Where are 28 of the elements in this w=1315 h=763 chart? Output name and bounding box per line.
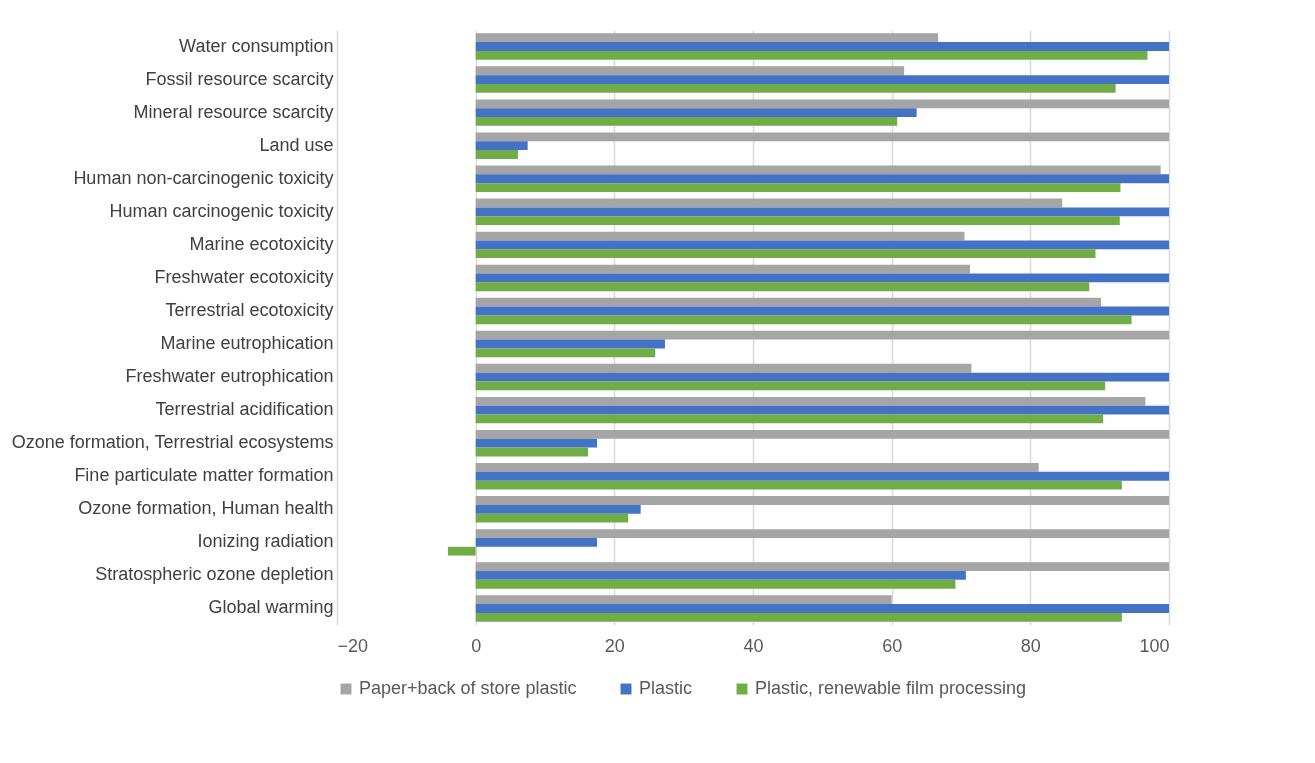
y-tick-label: Mineral resource scarcity (133, 101, 334, 122)
x-tick-label: 0 (471, 635, 482, 656)
legend-label: Plastic (639, 678, 693, 698)
y-tick-label: Water consumption (179, 35, 334, 56)
y-tick-label: Fossil resource scarcity (145, 68, 334, 89)
legend-label: Paper+back of store plastic (359, 678, 577, 698)
x-tick-label: 40 (743, 635, 764, 656)
y-tick-label: Ionizing radiation (197, 531, 334, 552)
y-tick-label: Terrestrial acidification (155, 399, 334, 420)
y-tick-label: Stratospheric ozone depletion (95, 564, 334, 585)
legend-label: Plastic, renewable film processing (755, 678, 1027, 698)
x-tick-label: 60 (882, 635, 903, 656)
y-tick-label: Marine ecotoxicity (189, 233, 334, 254)
y-tick-label: Marine eutrophication (160, 333, 334, 354)
y-tick-label: Freshwater ecotoxicity (154, 266, 334, 287)
y-tick-label: Global warming (208, 597, 334, 618)
x-tick-label: 100 (1139, 635, 1170, 656)
y-tick-label: Ozone formation, Terrestrial ecosystems (11, 432, 334, 453)
y-tick-label: Human non-carcinogenic toxicity (73, 167, 334, 188)
y-tick-label: Ozone formation, Human health (78, 498, 334, 519)
y-tick-label: Freshwater eutrophication (125, 366, 334, 387)
x-tick-label: 20 (604, 635, 625, 656)
y-tick-label: Terrestrial ecotoxicity (165, 299, 334, 320)
x-tick-label: 80 (1020, 635, 1041, 656)
y-tick-label: Land use (259, 134, 334, 155)
y-tick-label: Fine particulate matter formation (74, 465, 334, 486)
x-tick-label: −20 (337, 635, 369, 656)
y-tick-label: Human carcinogenic toxicity (109, 200, 334, 221)
